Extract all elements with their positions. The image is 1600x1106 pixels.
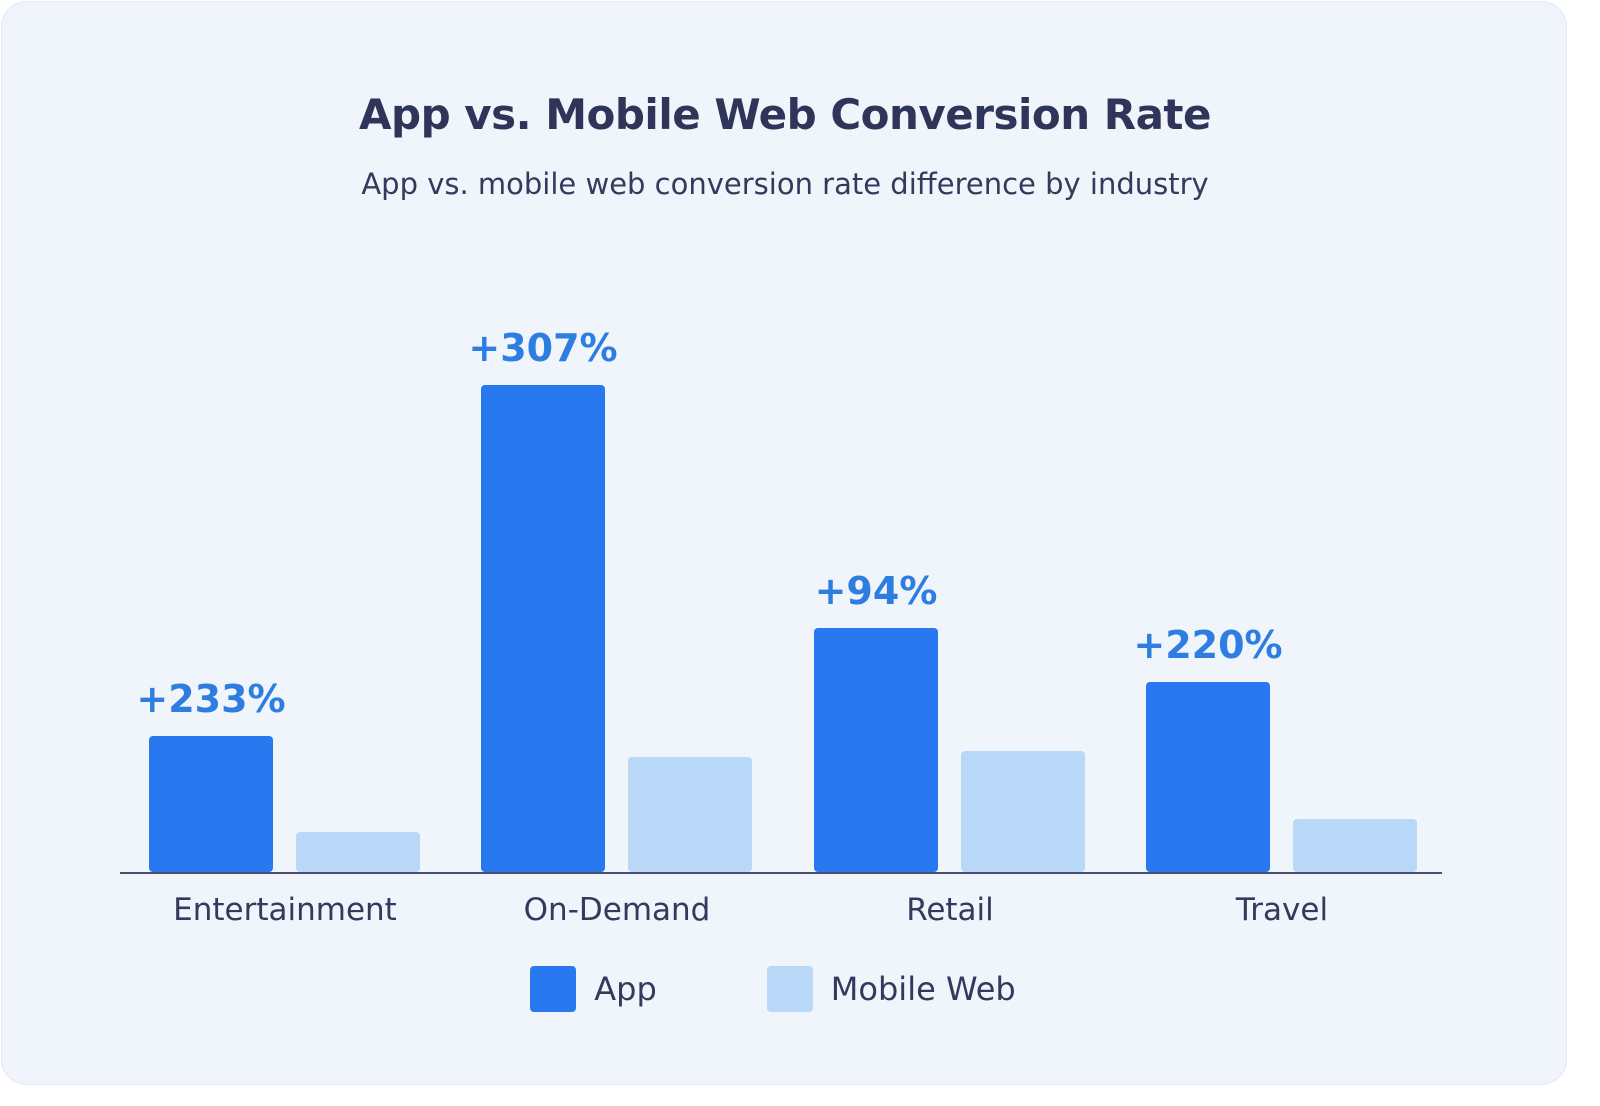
legend-item-app: App [530,966,657,1012]
bar-mobile-web-travel [1293,819,1417,872]
bar-app-travel [1146,682,1270,872]
legend-item-mobile-web: Mobile Web [766,966,1016,1012]
data-label: +233% [136,677,285,721]
data-label: +307% [468,326,617,370]
data-label: +220% [1133,623,1282,667]
legend-label-mobile-web: Mobile Web [830,970,1016,1008]
chart-subtitle: App vs. mobile web conversion rate diffe… [361,167,1209,201]
bar-mobile-web-on-demand [628,757,752,872]
bar-mobile-web-entertainment [296,832,420,872]
bar-app-retail [814,628,938,872]
legend-label-app: App [594,970,657,1008]
legend: App Mobile Web [0,966,1566,1012]
chart-title: App vs. Mobile Web Conversion Rate [359,90,1212,139]
x-tick-label: Retail [906,892,994,928]
x-tick-label: Entertainment [173,892,397,928]
chart-card: App vs. Mobile Web Conversion Rate App v… [1,1,1567,1085]
x-tick-label: On-Demand [524,892,711,928]
legend-swatch-app [530,966,577,1012]
data-label: +94% [815,569,938,613]
bar-app-on-demand [481,385,605,872]
x-tick-label: Travel [1235,892,1328,928]
legend-swatch-mobile-web [766,966,813,1012]
bar-mobile-web-retail [961,751,1085,872]
bar-app-entertainment [149,736,273,872]
